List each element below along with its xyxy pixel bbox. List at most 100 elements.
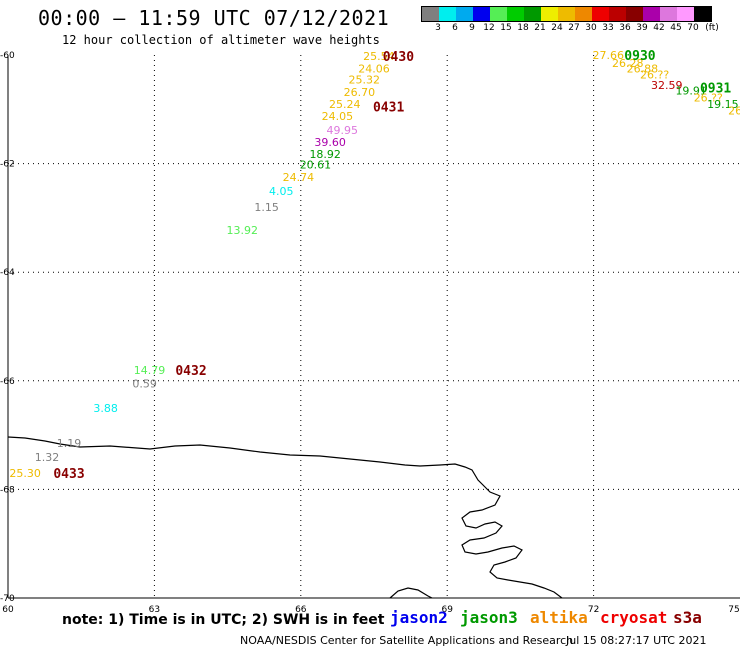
x-tick-label: 60 [2, 605, 14, 615]
legend-swatch [439, 7, 456, 21]
legend-swatch [473, 7, 490, 21]
legend-swatch [524, 7, 541, 21]
axis-ticks: 60 63 66 69 72 75 -60 -62 -64 -66 -68 -70 [0, 51, 740, 615]
wave-height-label: 24.05 [322, 110, 354, 123]
satellite-altika: altika [530, 608, 588, 627]
legend-swatch [694, 7, 711, 21]
legend-swatch [677, 7, 694, 21]
time-label: 0930 [624, 49, 655, 64]
wave-height-label: 25.30 [9, 467, 41, 480]
wave-height-label: 25.24 [329, 98, 361, 111]
legend-swatch [592, 7, 609, 21]
footer-note: note: 1) Time is in UTC; 2) SWH is in fe… [62, 612, 385, 628]
wave-height-label: 1.15 [254, 201, 279, 214]
wave-height-label: 1.32 [35, 451, 60, 464]
wave-height-label: 26.70 [344, 86, 376, 99]
wave-height-label: 26 [728, 104, 740, 117]
wave-height-label: 19.15 [707, 98, 739, 111]
legend-label: 15 [500, 23, 512, 33]
legend-label: 39 [636, 23, 648, 33]
x-tick-label: 75 [728, 605, 739, 615]
y-tick-label: -68 [0, 485, 15, 495]
legend-label: 18 [517, 23, 529, 33]
wave-height-label: 49.95 [327, 124, 359, 137]
color-legend: 3 6 9 12 15 18 21 24 27 30 33 36 39 42 45 70 (ft) [421, 6, 719, 36]
legend-swatch [456, 7, 473, 21]
wave-height-label: 26.28 [612, 57, 644, 70]
satellite-jason2: jason2 [390, 608, 448, 627]
wave-height-label: 1.19 [57, 437, 82, 450]
legend-swatch [507, 7, 524, 21]
legend-label: 21 [534, 23, 546, 33]
legend-swatch [609, 7, 626, 21]
legend-swatch [575, 7, 592, 21]
legend-unit: (ft) [705, 23, 719, 33]
wave-height-label: 24.74 [283, 171, 315, 184]
map-title: 00:00 – 11:59 UTC 07/12/2021 [38, 6, 390, 30]
wave-height-label: 4.05 [269, 185, 294, 198]
wave-height-label: 26.?? [640, 69, 669, 82]
y-tick-label: -62 [0, 160, 15, 170]
legend-swatch [643, 7, 660, 21]
legend-label: 24 [551, 23, 563, 33]
legend-label: 27 [568, 23, 580, 33]
legend-label: 3 [435, 23, 441, 33]
time-label: 0431 [373, 101, 404, 116]
wave-height-label: 32.59 [651, 79, 683, 92]
legend-swatch [558, 7, 575, 21]
y-tick-label: -70 [0, 594, 15, 604]
wave-height-label: 18.92 [309, 148, 341, 161]
wave-height-label: 39.60 [314, 136, 346, 149]
generated-timestamp: Jul 15 08:27:17 UTC 2021 [566, 634, 707, 647]
wave-height-label: 0.59 [132, 378, 157, 391]
wave-height-label: 26.88 [627, 63, 659, 76]
legend-swatch [541, 7, 558, 21]
time-label: 0432 [175, 364, 206, 379]
coastline-main [7, 436, 563, 599]
coastline [7, 436, 563, 599]
y-tick-label: -64 [0, 268, 15, 278]
legend-swatch [660, 7, 677, 21]
time-label: 0931 [700, 82, 731, 97]
wave-height-label: 13.92 [226, 224, 258, 237]
satellite-s3a: s3a [673, 608, 702, 627]
observations: 25.5424.0625.3226.7025.2424.0549.9539.60… [9, 49, 740, 480]
legend-label: 6 [452, 23, 458, 33]
wave-height-label: 3.88 [93, 402, 118, 415]
time-label: 0433 [53, 467, 84, 482]
legend-label: 12 [483, 23, 495, 33]
x-tick-label: 63 [149, 605, 160, 615]
wave-height-label: 25.32 [348, 73, 380, 86]
map-subtitle: 12 hour collection of altimeter wave hei… [62, 33, 380, 47]
wave-height-label: 24.06 [358, 63, 390, 76]
x-tick-label: 66 [295, 605, 307, 615]
satellite-jason3: jason3 [460, 608, 518, 627]
y-tick-label: -60 [0, 51, 15, 61]
legend-swatch [490, 7, 507, 21]
legend-swatches [421, 6, 712, 22]
graticule [8, 55, 740, 598]
axis-frame [7, 55, 740, 599]
x-tick-label: 69 [441, 605, 453, 615]
time-labels: 0430 0431 0432 0433 0930 0931 [53, 49, 731, 482]
wave-height-label: 19.91 [675, 84, 707, 97]
wave-height-label: 20.61 [300, 159, 332, 172]
satellite-cryosat: cryosat [600, 608, 668, 627]
legend-label: 42 [653, 23, 665, 33]
legend-label: 33 [602, 23, 614, 33]
legend-label: 70 [687, 23, 699, 33]
wave-height-label: 14.79 [134, 364, 166, 377]
legend-labels: 3 6 9 12 15 18 21 24 27 30 33 36 39 42 45 70 (ft) [421, 22, 719, 36]
wave-height-label: 26.?? [694, 91, 723, 104]
legend-label: 9 [469, 23, 475, 33]
wave-height-label: 25.54 [363, 50, 395, 63]
wave-height-label: 27.66 [592, 49, 624, 62]
credit-line: NOAA/NESDIS Center for Satellite Applica… [240, 634, 574, 647]
legend-swatch [422, 7, 439, 21]
x-tick-label: 72 [588, 605, 599, 615]
legend-swatch [626, 7, 643, 21]
y-tick-label: -66 [0, 377, 15, 387]
legend-label: 45 [670, 23, 682, 33]
coastline-fragment [389, 587, 433, 599]
